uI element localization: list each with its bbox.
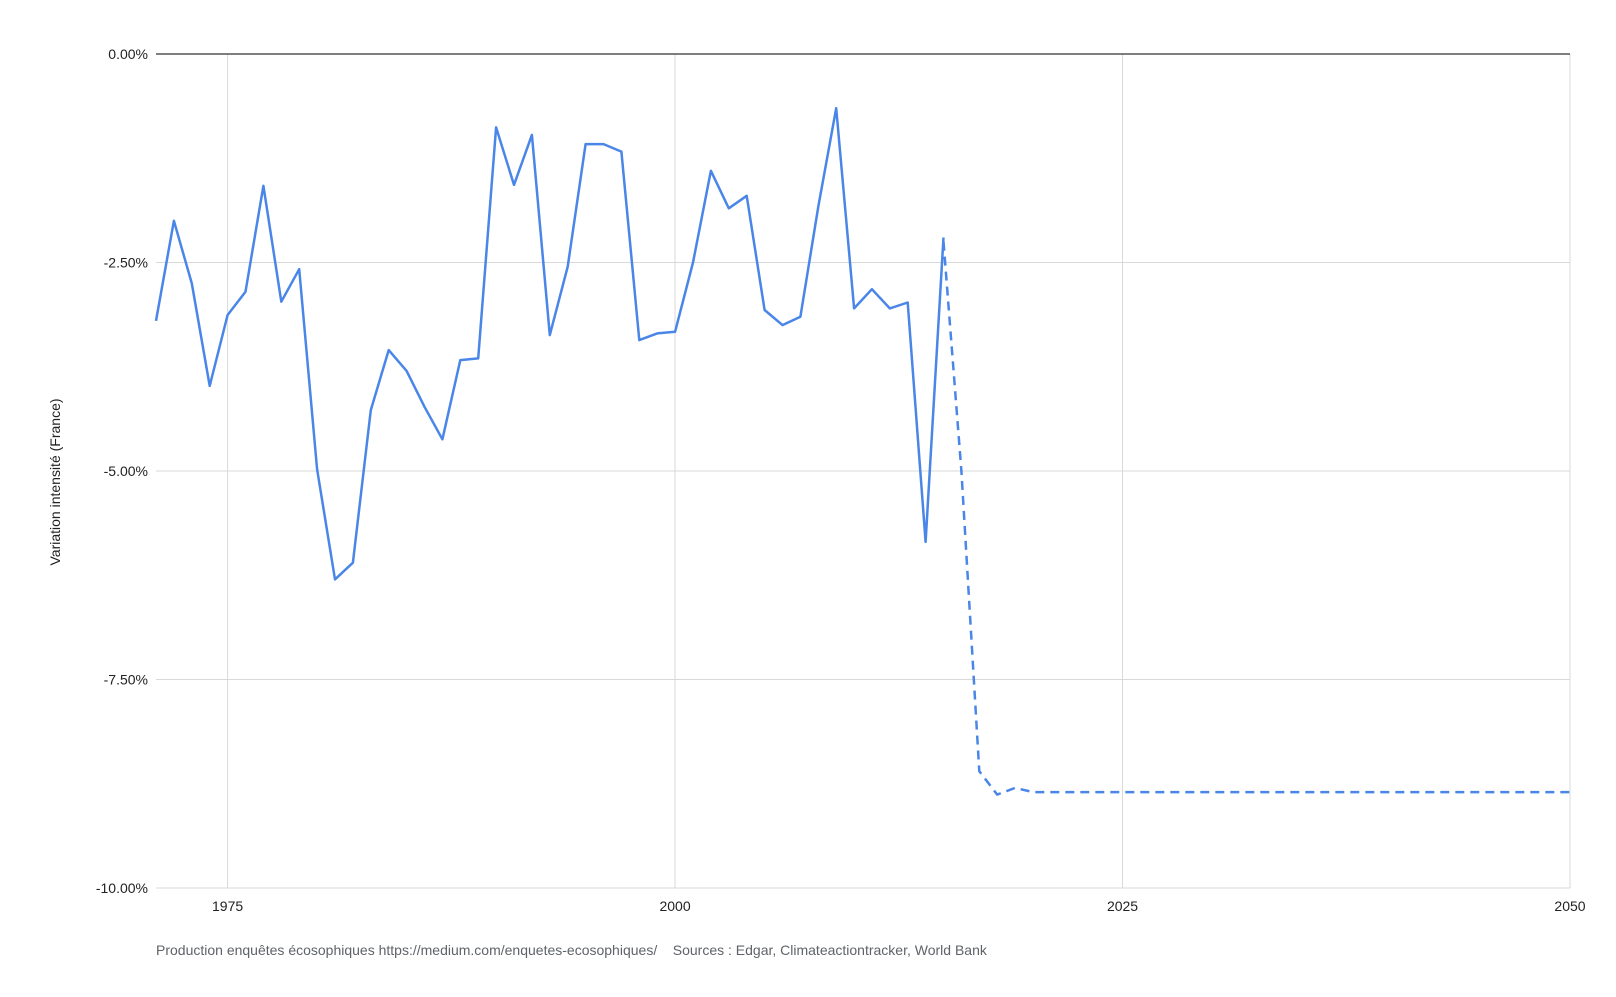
y-tick-label: -10.00%	[96, 880, 148, 896]
x-tick-label: 1975	[212, 898, 243, 914]
y-tick-label: -7.50%	[104, 672, 148, 688]
chart-footer-source: Production enquêtes écosophiques https:/…	[156, 942, 988, 958]
x-tick-label: 2025	[1107, 898, 1138, 914]
y-tick-label: 0.00%	[108, 46, 148, 62]
y-tick-label: -2.50%	[104, 255, 148, 271]
grid-lines	[156, 54, 1571, 889]
y-axis-ticks: 0.00% -2.50% -5.00% -7.50% -10.00%	[96, 46, 148, 896]
x-tick-label: 2050	[1554, 898, 1585, 914]
x-axis-ticks: 1975 2000 2025 2050	[212, 898, 1586, 914]
historical-series-line	[154, 106, 945, 581]
y-axis-label: Variation intensité (France)	[47, 398, 63, 565]
series-layer	[154, 106, 1570, 796]
x-tick-label: 2000	[659, 898, 690, 914]
projection-series-line	[942, 241, 1570, 796]
y-tick-label: -5.00%	[104, 463, 148, 479]
